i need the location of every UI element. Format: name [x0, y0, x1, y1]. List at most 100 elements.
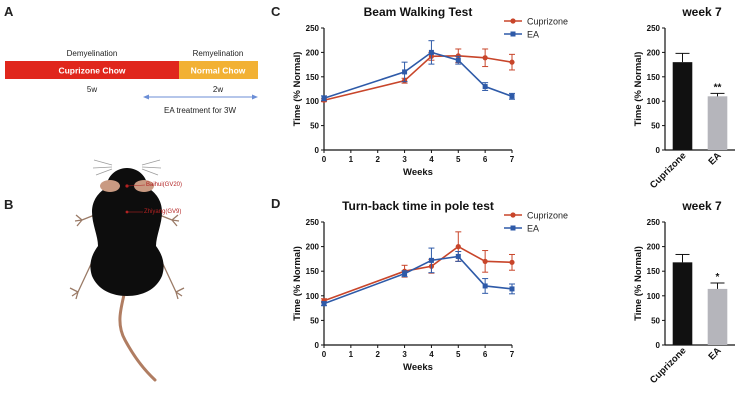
chart-c-bar: week 7 0 50 100 150 200 250 Time (% Normal) Cupr…	[633, 5, 735, 191]
mouse-whiskers	[92, 159, 162, 176]
acupoint-zhiyang-label: Zhiyang(GV9)	[144, 209, 181, 215]
mouse-body	[90, 168, 164, 296]
y-tick-label: 150	[306, 267, 320, 276]
x-tick-label: 5	[456, 350, 461, 359]
data-point	[428, 49, 434, 55]
ea-treatment-label: EA treatment for 3W	[164, 106, 236, 115]
y-tick-label: 0	[656, 341, 661, 350]
y-tick-label: 200	[306, 243, 320, 252]
data-point	[482, 258, 488, 264]
x-tick-label: EA	[707, 345, 724, 362]
y-tick-label: 0	[315, 341, 320, 350]
data-point	[482, 55, 488, 61]
x-tick-label: 2	[375, 350, 380, 359]
x-tick-label: EA	[707, 150, 724, 167]
x-tick-label: 3	[402, 155, 407, 164]
legend-marker	[510, 31, 516, 37]
y-tick-label: 250	[306, 24, 320, 33]
x-tick-label: 0	[322, 155, 327, 164]
y-tick-label: 150	[647, 73, 661, 82]
y-tick-label: 250	[647, 218, 661, 227]
x-tick-label: 3	[402, 350, 407, 359]
data-point	[321, 301, 327, 307]
y-tick-label: 0	[315, 146, 320, 155]
data-point	[402, 271, 408, 277]
data-point	[455, 244, 461, 250]
data-point	[321, 95, 327, 101]
x-tick-label: 1	[349, 155, 354, 164]
y-tick-label: 200	[647, 48, 661, 57]
y-axis-label: Time (% Normal)	[292, 246, 303, 321]
y-axis-label: Time (% Normal)	[292, 52, 303, 127]
y-tick-label: 100	[647, 97, 661, 106]
x-tick-label: Cuprizone	[648, 150, 689, 191]
chart-c-line: Beam Walking Test 0 50 100 150 200 250 0 1 2 3 4 5 6 7…	[292, 5, 568, 178]
normal-chow-text: Normal Chow	[191, 66, 246, 76]
y-tick-label: 100	[306, 292, 320, 301]
legend-label: EA	[527, 30, 539, 40]
x-tick-label: Cuprizone	[648, 345, 689, 386]
y-tick-label: 50	[651, 316, 660, 325]
mouse-illustration	[69, 159, 185, 382]
duration-2w: 2w	[213, 85, 223, 94]
bar-ea	[707, 96, 728, 150]
chart-title: Beam Walking Test	[364, 5, 473, 19]
x-axis-label: Weeks	[403, 167, 433, 178]
bar-cuprizone	[672, 62, 693, 150]
data-point	[509, 259, 515, 265]
x-tick-label: 7	[510, 155, 515, 164]
y-tick-label: 150	[306, 73, 320, 82]
series-line	[323, 255, 513, 305]
data-point	[509, 93, 515, 99]
panel-a: A Demyelination Remyelination Cuprizone …	[4, 4, 258, 115]
legend-marker	[510, 212, 516, 218]
cuprizone-chow-bar	[5, 61, 179, 79]
data-point	[509, 59, 515, 65]
series-ea	[321, 40, 515, 102]
x-axis-label: Weeks	[403, 362, 433, 373]
series-ea	[321, 247, 515, 307]
panel-c-letter: C	[271, 4, 281, 19]
phase1-label: Demyelination	[67, 49, 118, 58]
series-cuprizone	[321, 48, 515, 103]
panel-a-letter: A	[4, 4, 14, 19]
data-point	[482, 84, 488, 90]
data-point	[455, 57, 461, 63]
significance-mark: *	[716, 272, 720, 283]
normal-chow-bar	[179, 61, 258, 79]
x-tick-label: 1	[349, 350, 354, 359]
chart-title: week 7	[681, 5, 722, 19]
duration-5w: 5w	[87, 85, 97, 94]
x-tick-label: 5	[456, 155, 461, 164]
y-tick-label: 250	[306, 218, 320, 227]
y-tick-label: 200	[647, 243, 661, 252]
y-tick-label: 150	[647, 267, 661, 276]
series-line	[323, 51, 513, 100]
panel-b-letter: B	[4, 197, 13, 212]
acupoint-baihui-label: Baihui(GV20)	[146, 182, 182, 188]
chart-d-bar: week 7 0 50 100 150 200 250 Time (% Normal) Cupr…	[633, 199, 735, 386]
mouse-ear-right	[134, 180, 154, 192]
y-tick-label: 50	[651, 122, 660, 131]
series-line	[323, 245, 513, 302]
y-tick-label: 100	[306, 97, 320, 106]
chart-d-line: Turn-back time in pole test0501001502002…	[292, 199, 568, 373]
mouse-tail	[118, 280, 157, 382]
y-axis-label: Time (% Normal)	[633, 52, 644, 127]
chart-title: Turn-back time in pole test	[342, 199, 494, 213]
x-tick-label: 7	[510, 350, 515, 359]
data-point	[455, 253, 461, 259]
y-tick-label: 100	[647, 292, 661, 301]
x-tick-label: 6	[483, 155, 488, 164]
chart-title: week 7	[681, 199, 722, 213]
x-tick-label: 0	[322, 350, 327, 359]
legend-marker	[510, 18, 516, 24]
y-tick-label: 50	[310, 122, 319, 131]
significance-mark: **	[714, 82, 722, 93]
legend-marker	[510, 225, 516, 231]
data-point	[428, 257, 434, 263]
legend-label: Cuprizone	[527, 17, 568, 27]
x-tick-label: 4	[429, 155, 434, 164]
x-tick-label: 2	[375, 155, 380, 164]
